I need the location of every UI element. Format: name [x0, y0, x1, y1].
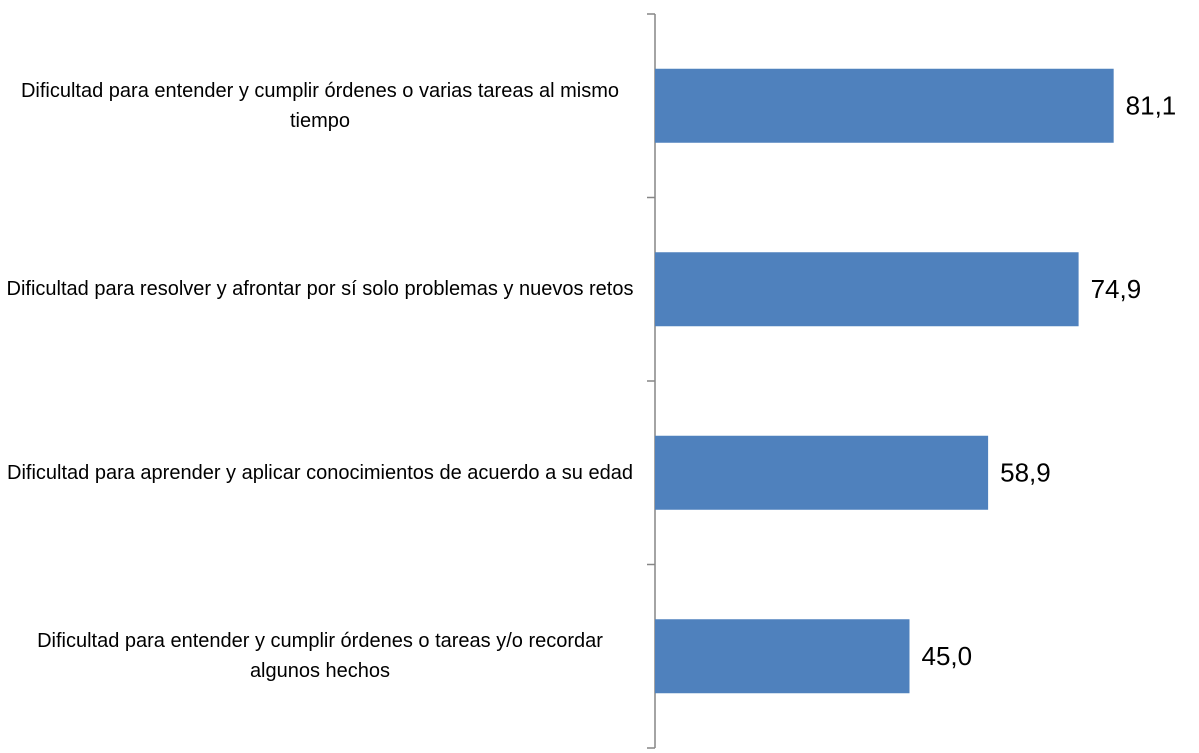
category-label: Dificultad para aprender y aplicar conoc…: [7, 461, 633, 484]
value-label: 58,9: [1000, 458, 1051, 488]
value-label: 81,1: [1126, 91, 1177, 121]
bar: [655, 252, 1079, 327]
bar: [655, 435, 989, 510]
category-label: Dificultad para entender y cumplir órden…: [37, 630, 603, 683]
bar: [655, 619, 910, 694]
value-label: 74,9: [1091, 274, 1142, 304]
category-label: Dificultad para resolver y afrontar por …: [6, 278, 634, 301]
bar: [655, 68, 1114, 143]
category-label: Dificultad para entender y cumplir órden…: [20, 79, 620, 132]
value-label: 45,0: [922, 641, 973, 671]
